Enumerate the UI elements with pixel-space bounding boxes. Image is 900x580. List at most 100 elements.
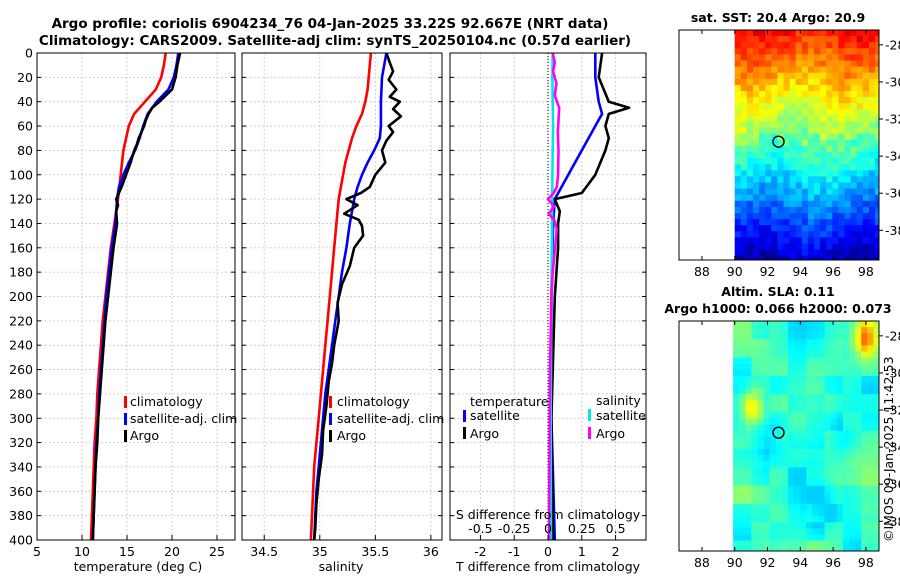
heatmap-cell bbox=[867, 339, 874, 346]
heatmap-cell bbox=[818, 345, 825, 352]
heatmap-cell bbox=[836, 534, 844, 541]
heatmap-cell bbox=[818, 388, 825, 395]
heatmap-cell bbox=[855, 467, 862, 474]
heatmap-cell bbox=[739, 479, 746, 487]
heatmap-cell bbox=[830, 388, 838, 395]
heatmap-cell bbox=[862, 158, 870, 165]
heatmap-cell bbox=[807, 225, 815, 232]
heatmap-cell bbox=[844, 164, 851, 171]
heatmap-cell bbox=[757, 375, 764, 383]
heatmap-cell bbox=[739, 473, 746, 480]
heatmap-cell bbox=[806, 522, 813, 529]
heatmap-cell bbox=[746, 133, 754, 141]
heatmap-cell bbox=[740, 48, 748, 55]
heatmap-cell bbox=[769, 369, 777, 377]
heatmap-cell bbox=[850, 194, 858, 202]
heatmap-cell bbox=[873, 473, 879, 480]
heatmap-cell bbox=[751, 455, 758, 462]
heatmap-cell bbox=[867, 479, 874, 487]
heatmap-cell bbox=[838, 188, 845, 196]
heatmap-cell bbox=[875, 182, 879, 189]
heatmap-cell bbox=[759, 225, 766, 232]
heatmap-cell bbox=[867, 430, 874, 438]
heatmap-cell bbox=[862, 103, 870, 110]
heatmap-cell bbox=[862, 127, 870, 135]
heatmap-cell bbox=[765, 115, 772, 122]
heatmap-cell bbox=[789, 200, 797, 208]
heatmap-cell bbox=[765, 237, 772, 244]
heatmap-cell bbox=[753, 91, 760, 98]
heatmap-cell bbox=[849, 528, 856, 535]
heatmap-cell bbox=[751, 522, 758, 529]
heatmap-cell bbox=[818, 369, 825, 377]
heatmap-cell bbox=[740, 200, 748, 208]
heatmap-cell bbox=[842, 455, 850, 462]
heatmap-cell bbox=[826, 194, 833, 202]
heatmap-cell bbox=[745, 546, 752, 551]
heatmap-cell bbox=[740, 72, 748, 80]
heatmap-cell bbox=[777, 170, 784, 177]
heatmap-cell bbox=[734, 30, 742, 37]
heatmap-cell bbox=[753, 255, 760, 260]
heatmap-cell bbox=[800, 430, 807, 438]
heatmap-cell bbox=[855, 436, 862, 444]
heatmap-cell bbox=[740, 158, 748, 165]
heatmap-cell bbox=[763, 394, 771, 401]
heatmap-cell bbox=[746, 66, 754, 74]
heatmap-cell bbox=[794, 497, 801, 505]
heatmap-cell bbox=[795, 48, 803, 55]
heatmap-cell bbox=[775, 479, 783, 487]
heatmap-cell bbox=[765, 48, 772, 55]
heatmap-cell bbox=[763, 345, 771, 352]
heatmap-cell bbox=[832, 30, 839, 37]
heatmap-cell bbox=[740, 188, 748, 196]
heatmap-cell bbox=[824, 400, 832, 407]
heatmap-cell bbox=[862, 84, 870, 92]
heatmap-cell bbox=[855, 363, 862, 371]
heatmap-cell bbox=[856, 182, 864, 189]
heatmap-cell bbox=[862, 176, 870, 183]
heatmap-cell bbox=[849, 449, 856, 456]
heatmap-cell bbox=[751, 369, 758, 377]
heatmap-cell bbox=[807, 60, 815, 67]
heatmap-cell bbox=[867, 351, 874, 358]
heatmap-cell bbox=[734, 78, 742, 86]
heatmap-cell bbox=[832, 115, 839, 122]
heatmap-cell bbox=[818, 357, 825, 365]
heatmap-cell bbox=[765, 103, 772, 110]
heatmap-cell bbox=[801, 78, 809, 86]
map-x-tick-label: 98 bbox=[858, 555, 874, 570]
heatmap-cell bbox=[806, 467, 813, 474]
heatmap-cell bbox=[838, 60, 845, 67]
heatmap-cell bbox=[795, 36, 803, 43]
y-tick-label: 320 bbox=[9, 435, 33, 450]
heatmap-cell bbox=[842, 333, 850, 340]
heatmap-cell bbox=[746, 84, 754, 92]
heatmap-cell bbox=[875, 188, 879, 196]
heatmap-cell bbox=[806, 534, 813, 541]
heatmap-cell bbox=[875, 139, 879, 147]
heatmap-cell bbox=[861, 497, 868, 505]
heatmap-cell bbox=[856, 152, 864, 159]
heatmap-cell bbox=[739, 357, 746, 365]
heatmap-cell bbox=[868, 72, 876, 80]
heatmap-cell bbox=[838, 54, 845, 61]
heatmap-cell bbox=[844, 30, 851, 37]
heatmap-cell bbox=[733, 412, 740, 419]
heatmap-cell bbox=[775, 510, 783, 517]
heatmap-cell bbox=[836, 473, 844, 480]
heatmap-cell bbox=[746, 145, 754, 153]
heatmap-cell bbox=[733, 363, 740, 371]
heatmap-cell bbox=[867, 375, 874, 383]
heatmap-cell bbox=[746, 78, 754, 86]
heatmap-cell bbox=[867, 467, 874, 474]
x-tick-label: 35 bbox=[312, 544, 328, 559]
heatmap-cell bbox=[769, 375, 777, 383]
heatmap-cell bbox=[862, 206, 870, 214]
heatmap-cell bbox=[832, 145, 839, 153]
heatmap-cell bbox=[820, 109, 827, 116]
heatmap-cell bbox=[832, 42, 839, 49]
top-x-tick-label: 0 bbox=[544, 521, 552, 536]
heatmap-cell bbox=[875, 152, 879, 159]
